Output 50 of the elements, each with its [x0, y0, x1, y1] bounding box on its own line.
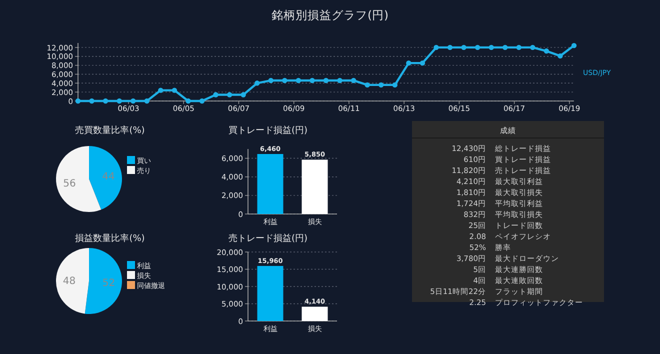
point [240, 92, 246, 98]
point [282, 78, 288, 84]
point [544, 48, 550, 54]
point [310, 78, 315, 84]
point [268, 78, 274, 84]
point [530, 44, 536, 50]
point [144, 98, 150, 104]
point [364, 82, 370, 88]
point [130, 98, 136, 104]
pie-slice [84, 248, 122, 314]
point [199, 98, 205, 104]
point [516, 44, 522, 50]
point [213, 92, 218, 98]
point [571, 42, 577, 48]
chart-title: 売買数量比率(%) [75, 125, 145, 136]
point [226, 92, 232, 98]
chart-title: 損益数量比率(%) [75, 233, 145, 244]
chart-title: 買トレード損益(円) [228, 125, 308, 136]
point [461, 44, 466, 50]
pie-slice [56, 146, 102, 212]
point [392, 82, 398, 88]
point [102, 98, 108, 104]
point [420, 60, 426, 66]
point [254, 80, 260, 86]
data-label: 48 [62, 276, 76, 287]
point [350, 78, 356, 84]
data-label: 52 [102, 278, 116, 290]
data-label: 44 [102, 171, 115, 182]
point [474, 44, 480, 50]
chart-title: 売トレード損益(円) [228, 233, 308, 244]
point [447, 44, 453, 50]
pie-slice [89, 146, 122, 210]
point [75, 98, 81, 104]
point [186, 98, 191, 104]
point [406, 60, 412, 66]
point [323, 78, 329, 84]
point [337, 78, 342, 84]
point [296, 78, 302, 84]
point [158, 88, 164, 93]
point [502, 44, 508, 50]
point [172, 88, 178, 93]
point [434, 44, 439, 50]
point [488, 44, 494, 50]
point [89, 98, 94, 104]
pie-slice [56, 248, 89, 314]
point [558, 53, 563, 59]
point [378, 82, 384, 88]
data-label: 56 [63, 178, 76, 190]
chart-title: 銘柄別損益グラフ(円) [272, 8, 388, 22]
point [116, 98, 122, 104]
